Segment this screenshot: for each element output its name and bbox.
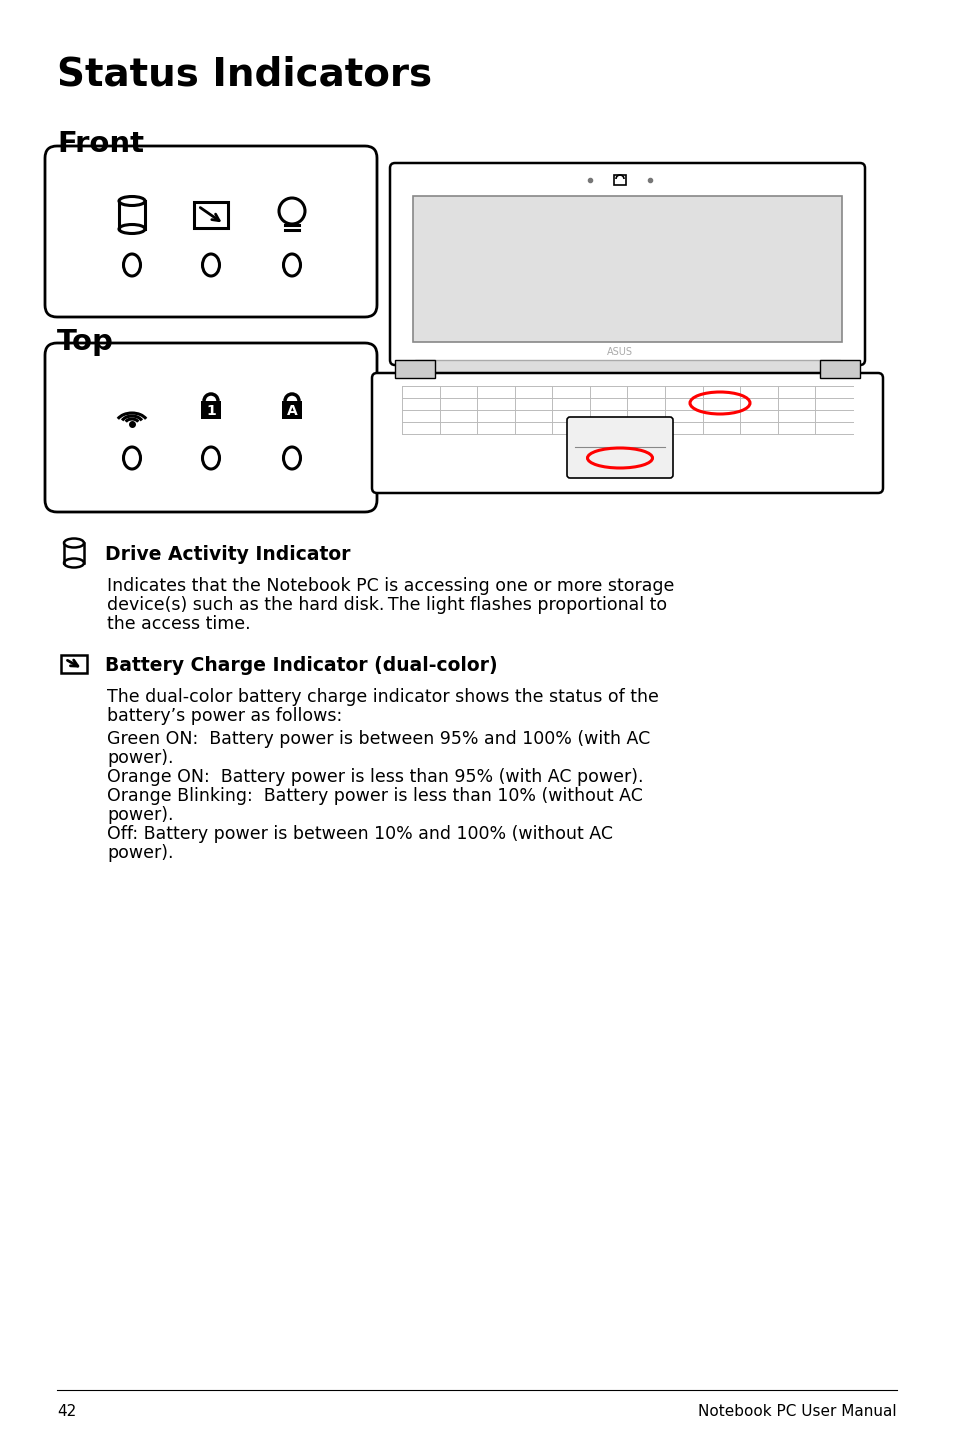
Bar (413, 196, 841, 342)
Text: Notebook PC User Manual: Notebook PC User Manual (698, 1403, 896, 1419)
Bar (614, 175, 625, 186)
Text: A: A (286, 404, 297, 418)
Text: Green ON:  Battery power is between 95% and 100% (with AC: Green ON: Battery power is between 95% a… (107, 731, 650, 748)
Text: power).: power). (107, 807, 173, 824)
Bar (201, 401, 221, 418)
Bar (415, 360, 840, 378)
Text: Off: Battery power is between 10% and 100% (without AC: Off: Battery power is between 10% and 10… (107, 825, 613, 843)
Text: Top: Top (57, 328, 113, 357)
Text: Front: Front (57, 129, 144, 158)
Text: battery’s power as follows:: battery’s power as follows: (107, 707, 342, 725)
FancyBboxPatch shape (45, 147, 376, 316)
Ellipse shape (64, 538, 84, 548)
Bar (395, 360, 435, 378)
Text: Drive Activity Indicator: Drive Activity Indicator (105, 545, 350, 564)
Text: the access time.: the access time. (107, 615, 251, 633)
Text: 1: 1 (206, 404, 215, 418)
Bar (282, 401, 302, 418)
Text: Battery Charge Indicator (dual-color): Battery Charge Indicator (dual-color) (105, 656, 497, 674)
Bar (64, 544, 84, 564)
Text: The dual-color battery charge indicator shows the status of the: The dual-color battery charge indicator … (107, 687, 659, 706)
Text: device(s) such as the hard disk. The light flashes proportional to: device(s) such as the hard disk. The lig… (107, 595, 666, 614)
Text: 42: 42 (57, 1403, 76, 1419)
Text: Indicates that the Notebook PC is accessing one or more storage: Indicates that the Notebook PC is access… (107, 577, 674, 595)
FancyBboxPatch shape (566, 417, 672, 477)
Text: power).: power). (107, 749, 173, 766)
Text: ASUS: ASUS (606, 347, 633, 357)
Bar (61, 654, 87, 673)
Text: Orange Blinking:  Battery power is less than 10% (without AC: Orange Blinking: Battery power is less t… (107, 787, 642, 805)
Bar (820, 360, 859, 378)
Text: Status Indicators: Status Indicators (57, 55, 432, 93)
FancyBboxPatch shape (372, 372, 882, 493)
Bar (193, 201, 228, 229)
Text: power).: power). (107, 844, 173, 861)
Bar (119, 201, 145, 229)
Ellipse shape (119, 197, 145, 206)
Text: Orange ON:  Battery power is less than 95% (with AC power).: Orange ON: Battery power is less than 95… (107, 768, 643, 787)
FancyBboxPatch shape (45, 344, 376, 512)
FancyBboxPatch shape (390, 162, 864, 365)
